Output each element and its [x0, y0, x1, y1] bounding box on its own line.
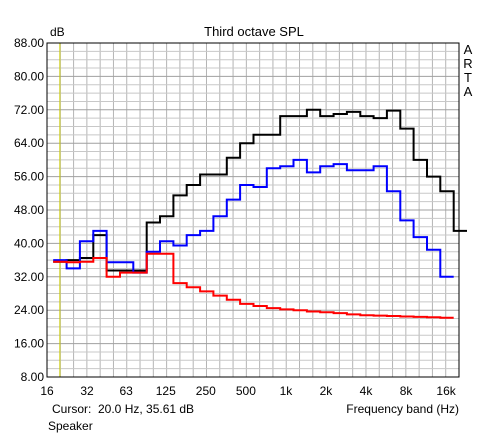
y-tick-label: 32.00: [14, 270, 44, 284]
x-tick-label: 1k: [280, 384, 294, 398]
series-layer: [53, 108, 467, 319]
y-tick-label: 88.00: [14, 36, 44, 50]
x-tick-labels: 16 32 63 125 250 500 1k 2k 4k 8k 16k: [40, 384, 456, 398]
y-tick-label: 40.00: [14, 236, 44, 250]
y-tick-label: 8.00: [21, 370, 45, 384]
x-tick-label: 250: [196, 384, 216, 398]
y-tick-label: 16.00: [14, 337, 44, 351]
x-tick-label: 16: [40, 384, 54, 398]
brand-letter-a2: A: [464, 84, 473, 99]
arta-brand: A R T A: [463, 42, 472, 99]
x-tick-label: 125: [156, 384, 176, 398]
y-tick-labels: 88.00 80.00 72.00 64.00 56.00 48.00 40.00 32.00…: [14, 36, 44, 384]
brand-letter-r: R: [463, 56, 472, 71]
y-tick-label: 64.00: [14, 136, 44, 150]
x-tick-label: 63: [120, 384, 134, 398]
series-line-2: [53, 158, 454, 278]
x-tick-label: 4k: [360, 384, 374, 398]
x-tick-label: 8k: [400, 384, 414, 398]
cursor-readout: 20.0 Hz, 35.61 dB: [98, 402, 194, 416]
footer-label: Speaker: [48, 419, 93, 433]
series-line-3: [53, 252, 454, 319]
series-line-1: [53, 108, 467, 272]
y-tick-label: 80.00: [14, 69, 44, 83]
y-axis-label: dB: [50, 25, 65, 39]
y-tick-label: 48.00: [14, 203, 44, 217]
y-tick-label: 56.00: [14, 170, 44, 184]
x-axis-label: Frequency band (Hz): [346, 402, 459, 416]
x-tick-label: 2k: [320, 384, 334, 398]
brand-letter-a1: A: [464, 42, 473, 57]
x-tick-label: 500: [236, 384, 256, 398]
brand-letter-t: T: [464, 70, 472, 85]
cursor-label: Cursor:: [52, 402, 91, 416]
plot-frame: [46, 42, 460, 378]
x-tick-label: 16k: [436, 384, 456, 398]
y-tick-label: 72.00: [14, 103, 44, 117]
y-tick-label: 24.00: [14, 303, 44, 317]
x-tick-label: 32: [80, 384, 94, 398]
chart-title: Third octave SPL: [204, 24, 304, 39]
grid: [46, 42, 460, 378]
